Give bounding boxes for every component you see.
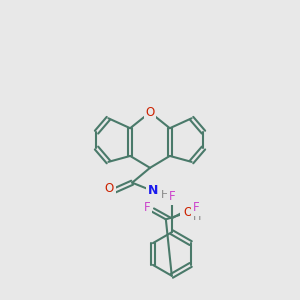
- Text: O: O: [105, 182, 114, 195]
- Text: O: O: [183, 206, 192, 219]
- Text: F: F: [169, 190, 175, 203]
- Text: H: H: [194, 212, 202, 222]
- Text: O: O: [182, 205, 191, 218]
- Text: H: H: [161, 190, 169, 200]
- Text: O: O: [146, 106, 154, 119]
- Text: F: F: [193, 201, 200, 214]
- Text: H: H: [191, 204, 200, 214]
- Text: N: N: [148, 184, 158, 197]
- Text: F: F: [144, 201, 150, 214]
